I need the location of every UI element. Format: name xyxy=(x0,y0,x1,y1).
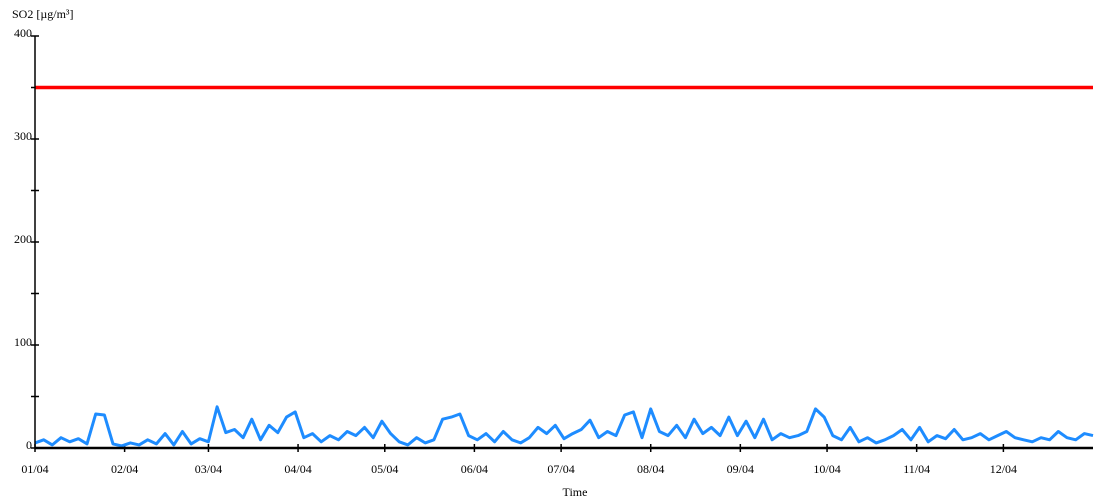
y-tick-label: 200 xyxy=(14,232,32,246)
y-tick-label: 400 xyxy=(14,26,32,40)
y-tick-label: 300 xyxy=(14,129,32,143)
x-tick-label: 05/04 xyxy=(371,462,398,476)
x-tick-label: 07/04 xyxy=(547,462,574,476)
data-line xyxy=(34,405,1094,448)
x-tick-label: 04/04 xyxy=(284,462,311,476)
y-tick-label: 100 xyxy=(14,335,32,349)
y-tick-label: 0 xyxy=(26,438,32,452)
x-tick-label: 01/04 xyxy=(21,462,48,476)
x-tick-label: 09/04 xyxy=(727,462,754,476)
x-tick-label: 08/04 xyxy=(637,462,664,476)
x-tick-label: 10/04 xyxy=(813,462,840,476)
x-tick-label: 03/04 xyxy=(195,462,222,476)
y-axis-label: SO2 [µg/m³] xyxy=(12,7,74,21)
x-tick-label: 11/04 xyxy=(903,462,930,476)
x-axis-label: Time xyxy=(563,485,588,499)
x-tick-label: 12/04 xyxy=(990,462,1017,476)
x-tick-label: 02/04 xyxy=(111,462,138,476)
x-tick-label: 06/04 xyxy=(461,462,488,476)
